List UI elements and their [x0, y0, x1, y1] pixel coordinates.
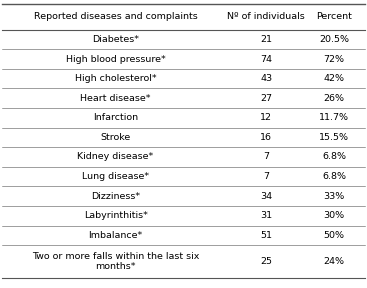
Text: Nº of individuals: Nº of individuals	[227, 12, 305, 22]
Text: 51: 51	[260, 231, 272, 240]
Text: 31: 31	[260, 211, 272, 220]
Text: 74: 74	[260, 54, 272, 64]
Text: Dizziness*: Dizziness*	[91, 192, 140, 201]
Text: 7: 7	[263, 172, 269, 181]
Text: 6.8%: 6.8%	[322, 172, 346, 181]
Text: 6.8%: 6.8%	[322, 152, 346, 162]
Text: 11.7%: 11.7%	[319, 113, 349, 122]
Text: Reported diseases and complaints: Reported diseases and complaints	[34, 12, 197, 22]
Text: Lung disease*: Lung disease*	[82, 172, 149, 181]
Text: 72%: 72%	[323, 54, 345, 64]
Text: 25: 25	[260, 257, 272, 266]
Text: High cholesterol*: High cholesterol*	[75, 74, 156, 83]
Text: Percent: Percent	[316, 12, 352, 22]
Text: Two or more falls within the last six
months*: Two or more falls within the last six mo…	[32, 252, 199, 271]
Text: 26%: 26%	[323, 94, 345, 103]
Text: 34: 34	[260, 192, 272, 201]
Text: Labyrinthitis*: Labyrinthitis*	[84, 211, 148, 220]
Text: Diabetes*: Diabetes*	[92, 35, 139, 44]
Text: 33%: 33%	[323, 192, 345, 201]
Text: 12: 12	[260, 113, 272, 122]
Text: 16: 16	[260, 133, 272, 142]
Text: 20.5%: 20.5%	[319, 35, 349, 44]
Text: Kidney disease*: Kidney disease*	[77, 152, 154, 162]
Text: 43: 43	[260, 74, 272, 83]
Text: 42%: 42%	[323, 74, 345, 83]
Text: Infarction: Infarction	[93, 113, 138, 122]
Text: Imbalance*: Imbalance*	[88, 231, 143, 240]
Text: Heart disease*: Heart disease*	[80, 94, 151, 103]
Text: Stroke: Stroke	[101, 133, 131, 142]
Text: High blood pressure*: High blood pressure*	[66, 54, 166, 64]
Text: 7: 7	[263, 152, 269, 162]
Text: 27: 27	[260, 94, 272, 103]
Text: 15.5%: 15.5%	[319, 133, 349, 142]
Text: 24%: 24%	[323, 257, 345, 266]
Text: 50%: 50%	[323, 231, 345, 240]
Text: 30%: 30%	[323, 211, 345, 220]
Text: 21: 21	[260, 35, 272, 44]
